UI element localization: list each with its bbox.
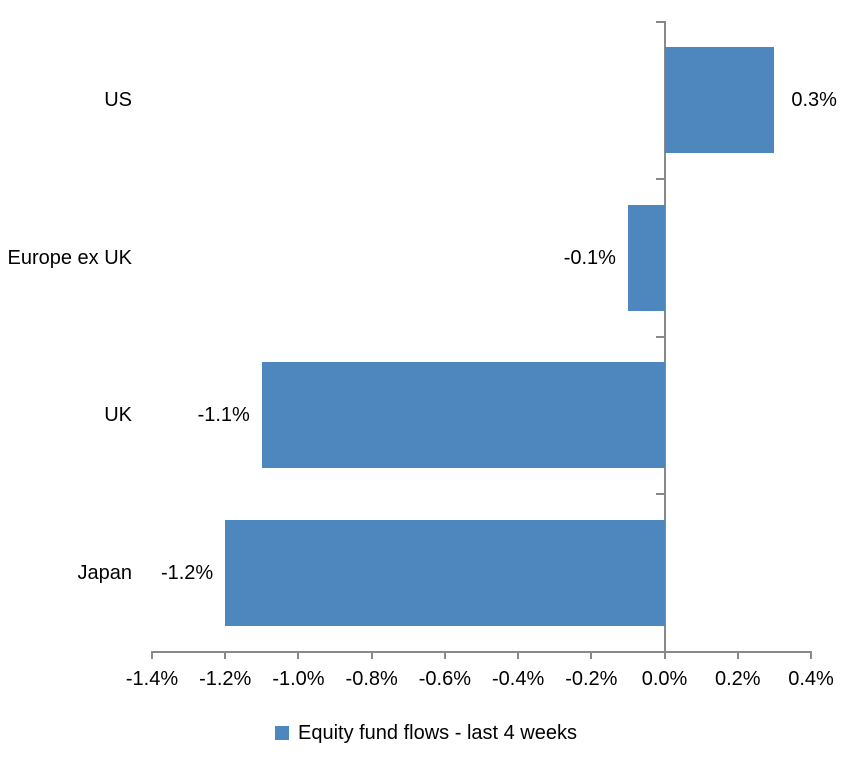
x-tick [590,652,593,659]
x-tick-label-8: 0.2% [714,668,761,690]
category-label-us: US [104,88,132,111]
bar-europe-ex-uk [627,204,665,311]
x-tick [370,652,373,659]
data-label-uk: -1.1% [197,404,250,427]
x-tick [151,652,153,659]
data-label-us: 0.3% [791,88,837,111]
x-tick [297,652,300,659]
x-tick [224,652,227,659]
x-tick [810,652,812,659]
x-tick-label-2: -1.0% [272,668,325,690]
x-tick [517,652,520,659]
x-tick-label-3: -0.8% [345,668,398,690]
x-tick-label-6: -0.2% [565,668,618,690]
bar-us [664,46,775,153]
x-tick-label-9: 0.4% [788,668,834,690]
x-tick-label-0: -1.4% [125,668,179,690]
category-axis-tick [655,21,664,23]
x-tick-label-7: 0.0% [641,668,688,690]
data-label-japan: -1.2% [160,562,214,585]
legend-label: Equity fund flows - last 4 weeks [297,721,577,744]
legend-swatch-icon [274,726,289,740]
zero-axis-line [663,21,666,653]
legend: Equity fund flows - last 4 weeks [0,719,852,747]
category-axis-tick [655,493,664,496]
x-tick-label-5: -0.4% [491,668,545,690]
x-tick [663,652,666,659]
x-axis-line [151,651,812,653]
bar-japan [225,520,665,627]
x-tick [736,652,739,659]
x-tick [443,652,446,659]
x-tick-label-1: -1.2% [199,668,252,690]
category-label-europe-ex-uk: Europe ex UK [7,246,132,269]
category-label-japan: Japan [77,562,133,585]
category-axis-tick [655,335,664,338]
x-tick-label-4: -0.6% [418,668,471,690]
category-axis-tick [655,177,664,180]
bar-uk [261,362,665,469]
category-label-uk: UK [104,404,132,427]
data-label-europe-ex-uk: -0.1% [563,246,616,269]
